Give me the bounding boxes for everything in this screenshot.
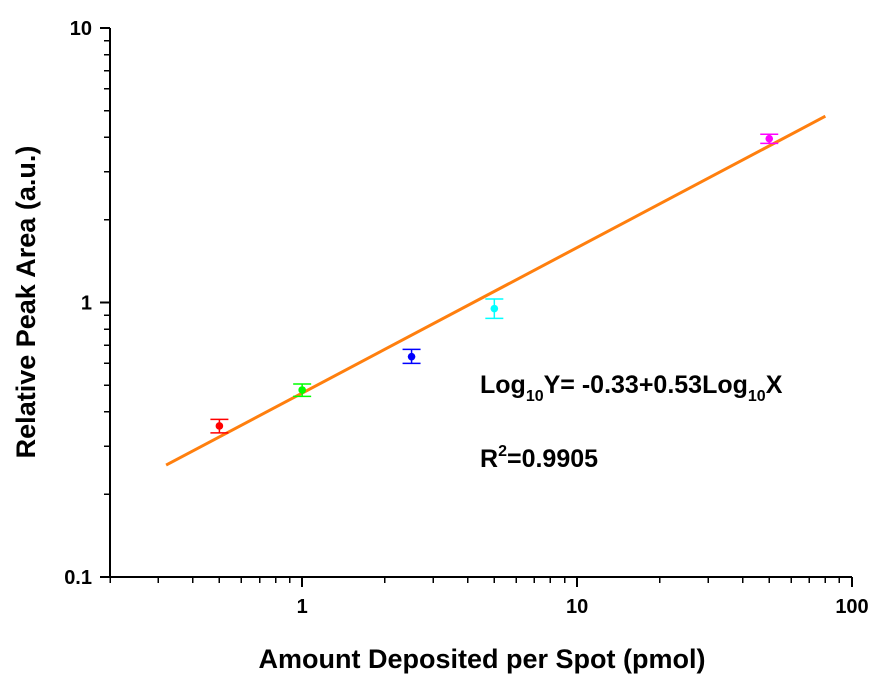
y-axis-title: Relative Peak Area (a.u.) bbox=[11, 146, 41, 459]
data-point-group bbox=[485, 298, 504, 320]
fit-line-layer bbox=[165, 114, 827, 467]
data-point bbox=[490, 304, 499, 313]
r-squared-superscript: 2 bbox=[498, 443, 507, 460]
fit-equation-prefix: Log bbox=[480, 371, 526, 399]
y-tick-label: 10 bbox=[70, 18, 92, 40]
data-point-group bbox=[760, 133, 779, 145]
y-tick-label: 0.1 bbox=[64, 567, 92, 589]
y-tick-label: 1 bbox=[81, 293, 92, 315]
fit-line bbox=[165, 114, 827, 467]
fit-equation-subscript-1: 10 bbox=[526, 388, 544, 405]
fit-equation: Log10Y= -0.33+0.53Log10X bbox=[480, 371, 783, 405]
r-squared: R2=0.9905 bbox=[480, 443, 598, 473]
x-tick-label: 1 bbox=[297, 596, 308, 618]
r-squared-prefix: R bbox=[480, 445, 498, 473]
data-point bbox=[215, 422, 224, 430]
data-point bbox=[298, 386, 306, 394]
x-tick-label: 100 bbox=[835, 596, 868, 618]
r-squared-value: =0.9905 bbox=[507, 445, 598, 473]
fit-equation-subscript-2: 10 bbox=[748, 388, 766, 405]
data-point-group bbox=[293, 383, 312, 398]
data-point-group bbox=[210, 418, 229, 434]
data-point bbox=[765, 134, 774, 143]
fit-equation-suffix: X bbox=[766, 371, 783, 399]
fit-equation-middle: Y= -0.33+0.53Log bbox=[544, 371, 748, 399]
axes bbox=[109, 28, 852, 578]
data-point bbox=[407, 352, 416, 361]
x-tick-label: 10 bbox=[566, 596, 588, 618]
data-points bbox=[210, 133, 779, 434]
data-point-group bbox=[402, 348, 421, 365]
x-axis-title: Amount Deposited per Spot (pmol) bbox=[259, 644, 706, 674]
ticks: 1 10 100 0.1 1 10 bbox=[64, 18, 869, 618]
